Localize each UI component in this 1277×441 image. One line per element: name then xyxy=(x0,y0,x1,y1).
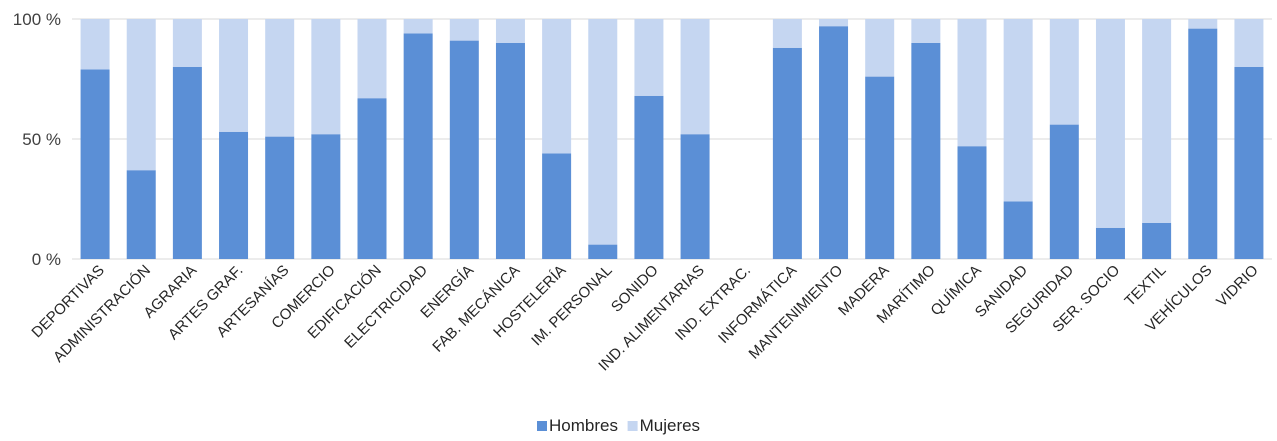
bar-mujeres-6 xyxy=(357,19,387,99)
bar-mujeres-12 xyxy=(634,19,664,96)
bar-hombres-10 xyxy=(542,153,572,259)
bar-hombres-12 xyxy=(634,95,664,259)
y-axis-ticks: 0 % 50 % 100 % xyxy=(13,10,61,269)
bar-hombres-15 xyxy=(772,47,802,259)
bar-mujeres-5 xyxy=(311,19,341,135)
bar-mujeres-9 xyxy=(495,19,525,43)
bar-hombres-6 xyxy=(357,98,387,259)
bar-hombres-5 xyxy=(311,134,341,259)
legend-swatch-hombres xyxy=(537,421,547,431)
bar-mujeres-23 xyxy=(1142,19,1172,223)
bar-mujeres-1 xyxy=(126,19,156,171)
bar-mujeres-10 xyxy=(542,19,572,154)
bar-mujeres-8 xyxy=(449,19,479,41)
bar-hombres-21 xyxy=(1049,124,1079,259)
bar-mujeres-4 xyxy=(265,19,295,137)
bar-mujeres-21 xyxy=(1049,19,1079,125)
bar-mujeres-18 xyxy=(911,19,941,43)
bar-hombres-2 xyxy=(172,67,202,259)
bar-hombres-13 xyxy=(680,134,710,259)
bar-mujeres-22 xyxy=(1095,19,1125,228)
bar-hombres-4 xyxy=(265,136,295,259)
bar-mujeres-16 xyxy=(819,19,849,27)
bar-mujeres-15 xyxy=(772,19,802,48)
x-category-label: IM. PERSONAL xyxy=(528,262,615,349)
legend-label-mujeres: Mujeres xyxy=(640,416,700,435)
y-tick-label: 50 % xyxy=(22,130,61,149)
bar-mujeres-20 xyxy=(1003,19,1033,202)
y-tick-label: 0 % xyxy=(32,250,61,269)
x-category-label: INFORMÁTICA xyxy=(715,262,800,347)
bar-hombres-11 xyxy=(588,244,618,259)
bar-mujeres-0 xyxy=(80,19,110,70)
bar-hombres-3 xyxy=(219,131,249,259)
bar-hombres-25 xyxy=(1234,67,1264,259)
bar-mujeres-3 xyxy=(219,19,249,132)
legend: Hombres Mujeres xyxy=(537,416,700,435)
x-category-label: ELECTRICIDAD xyxy=(341,262,431,352)
bar-mujeres-24 xyxy=(1188,19,1218,29)
bar-hombres-0 xyxy=(80,69,110,260)
bar-hombres-23 xyxy=(1142,223,1172,259)
bar-mujeres-11 xyxy=(588,19,618,245)
bar-mujeres-13 xyxy=(680,19,710,135)
bar-mujeres-19 xyxy=(957,19,987,147)
bar-mujeres-17 xyxy=(865,19,895,77)
legend-swatch-mujeres xyxy=(627,421,638,431)
bar-hombres-1 xyxy=(126,170,156,259)
bar-hombres-18 xyxy=(911,43,941,259)
bar-hombres-17 xyxy=(865,76,895,259)
bar-hombres-8 xyxy=(449,40,479,259)
bar-hombres-22 xyxy=(1095,227,1125,259)
bar-hombres-16 xyxy=(819,26,849,260)
gridlines xyxy=(72,18,1272,260)
legend-label-hombres: Hombres xyxy=(549,416,618,435)
bars xyxy=(80,19,1264,260)
bar-hombres-24 xyxy=(1188,28,1218,259)
bar-hombres-19 xyxy=(957,146,987,259)
bar-mujeres-2 xyxy=(172,19,202,67)
bar-hombres-20 xyxy=(1003,201,1033,259)
bar-mujeres-25 xyxy=(1234,19,1264,67)
bar-hombres-9 xyxy=(495,43,525,259)
bar-hombres-7 xyxy=(403,33,433,260)
bar-mujeres-7 xyxy=(403,19,433,34)
y-tick-label: 100 % xyxy=(13,10,61,29)
x-category-label: VIDRIO xyxy=(1213,262,1262,311)
